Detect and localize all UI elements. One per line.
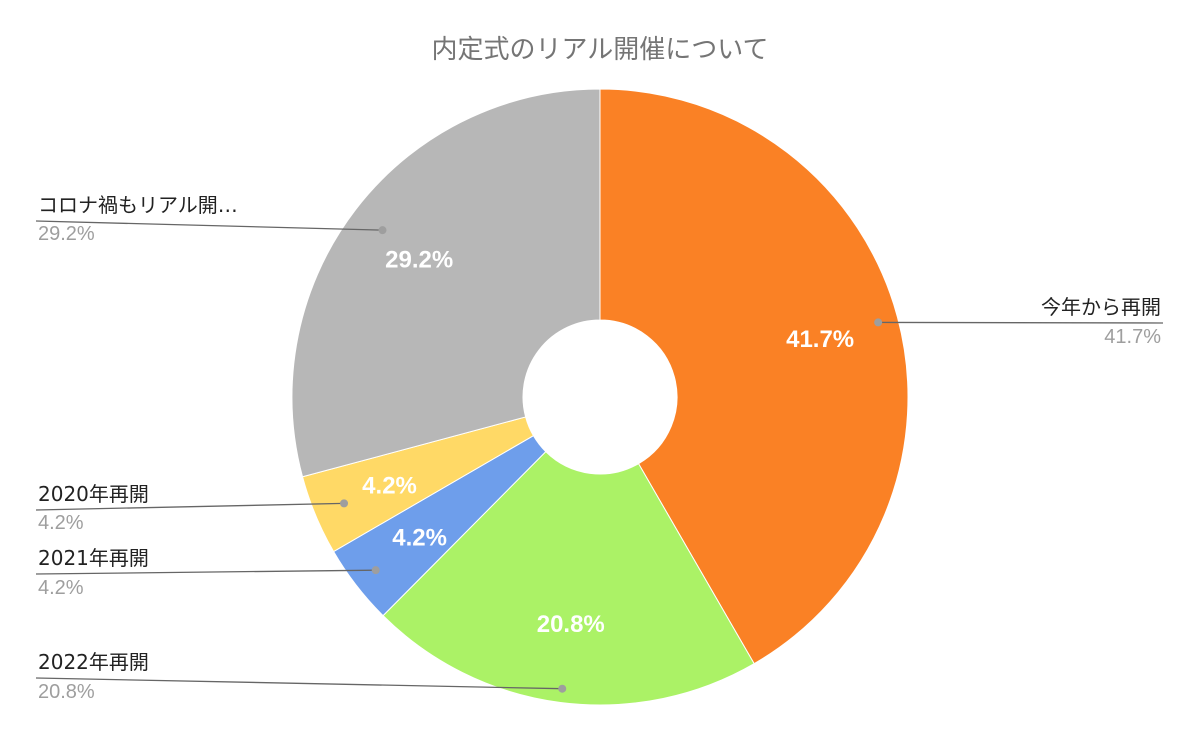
- leader-line-2: [35, 569, 376, 575]
- leader-dot-2: [371, 566, 380, 575]
- callout-name-3: 2020年再開: [38, 482, 149, 506]
- callout-pct-2: 4.2%: [38, 577, 84, 599]
- callout-name-0: 今年から再開: [1041, 295, 1161, 319]
- slice-label-0: 41.7%: [786, 326, 854, 353]
- leader-line-3: [35, 502, 345, 511]
- leader-line-4: [35, 220, 383, 231]
- callout-name-2: 2021年再開: [38, 546, 149, 570]
- chart-title: 内定式のリアル開催について: [432, 35, 769, 65]
- callout-pct-0: 41.7%: [1104, 326, 1161, 348]
- leader-line-1: [35, 677, 563, 690]
- leader-dot-3: [340, 499, 349, 508]
- slice-label-2: 4.2%: [392, 524, 447, 551]
- callout-pct-1: 20.8%: [38, 681, 95, 703]
- slice-1[interactable]: [382, 450, 755, 706]
- leader-dot-1: [558, 684, 567, 693]
- slice-labels-layer: 41.7% 20.8% 4.2% 4.2% 29.2%: [362, 246, 854, 638]
- slice-label-1: 20.8%: [537, 611, 605, 638]
- slice-4[interactable]: [291, 88, 601, 478]
- leader-dot-0: [874, 318, 883, 327]
- callout-pct-4: 29.2%: [38, 223, 95, 245]
- slice-label-3: 4.2%: [362, 472, 417, 499]
- callout-name-1: 2022年再開: [38, 650, 149, 674]
- slice-0[interactable]: [599, 88, 909, 665]
- slices-layer: [291, 88, 909, 706]
- callout-labels-layer: 今年から再開 41.7% 2022年再開 20.8% 2021年再開 4.2% 2020年再…: [38, 193, 1161, 703]
- leader-line-0: [878, 321, 1164, 324]
- callout-pct-3: 4.2%: [38, 512, 84, 534]
- leader-dot-4: [378, 226, 387, 235]
- slice-label-4: 29.2%: [385, 246, 453, 273]
- leader-lines-layer: [35, 220, 1164, 693]
- callout-name-4: コロナ禍もリアル開…: [38, 193, 238, 217]
